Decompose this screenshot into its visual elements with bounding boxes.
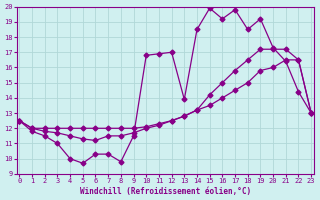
X-axis label: Windchill (Refroidissement éolien,°C): Windchill (Refroidissement éolien,°C)	[80, 187, 251, 196]
